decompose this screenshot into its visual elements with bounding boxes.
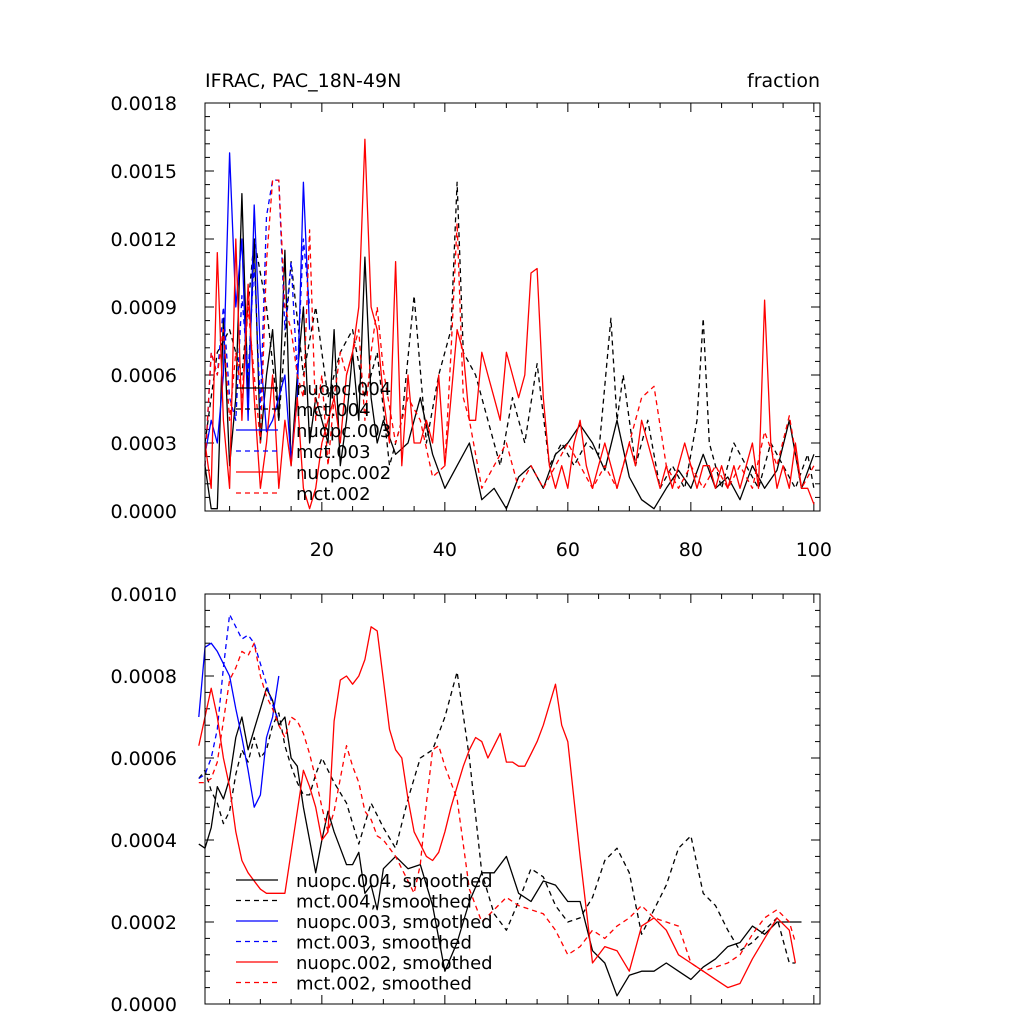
series-line-mct-002 (204, 179, 815, 489)
y-tick-label: 0.0000 (111, 501, 177, 523)
legend-label: nuopc.002 (296, 463, 391, 484)
top-series-group (204, 138, 815, 510)
x-tick-label: 20 (310, 539, 334, 561)
bottom-axis-ticks: 0.0000 0.0002 0.0004 0.0006 0.0008 0.0010 (111, 584, 820, 1016)
top-axis-ticks: 0.0000 0.0003 0.0006 0.0009 0.0012 0.0015 0.00… (111, 93, 832, 561)
legend-label: nuopc.003, smoothed (296, 912, 493, 933)
y-tick-label: 0.0006 (111, 748, 177, 770)
top-legend: nuopc.004mct.004nuopc.003mct.003nuopc.00… (236, 379, 391, 505)
y-tick-label: 0.0009 (111, 297, 177, 319)
legend-label: mct.004, smoothed (296, 892, 472, 913)
legend-label: mct.002, smoothed (296, 974, 472, 995)
y-tick-label: 0.0004 (111, 830, 177, 852)
series-line-mct-003-smoothed (198, 613, 280, 780)
bottom-panel: 0.0000 0.0002 0.0004 0.0006 0.0008 0.0010 nuo… (111, 584, 821, 1016)
series-line-nuopc-002 (204, 138, 815, 510)
legend-label: nuopc.002, smoothed (296, 953, 493, 974)
legend-label: nuopc.003 (296, 421, 391, 442)
legend-label: nuopc.004 (296, 379, 391, 400)
top-units: fraction (747, 70, 820, 92)
legend-label: nuopc.004, smoothed (296, 871, 493, 892)
y-tick-label: 0.0012 (111, 229, 177, 251)
bottom-plot-frame (204, 593, 821, 1005)
series-line-nuopc-002-smoothed (198, 626, 797, 989)
y-tick-label: 0.0018 (111, 93, 177, 115)
y-tick-label: 0.0003 (111, 433, 177, 455)
y-tick-label: 0.0000 (111, 994, 177, 1016)
series-line-mct-004-smoothed (198, 671, 796, 964)
x-tick-label: 60 (556, 539, 580, 561)
series-line-mct-002-smoothed (198, 642, 797, 972)
top-plot-frame (204, 102, 821, 512)
x-tick-label: 80 (679, 539, 703, 561)
series-line-nuopc-003-smoothed (198, 642, 280, 808)
legend-label: mct.003, smoothed (296, 933, 472, 954)
y-tick-label: 0.0010 (111, 584, 177, 606)
legend-label: mct.003 (296, 442, 371, 463)
x-tick-label: 40 (433, 539, 457, 561)
series-line-mct-003 (204, 179, 311, 466)
x-tick-label: 100 (796, 539, 832, 561)
y-tick-label: 0.0015 (111, 161, 177, 183)
series-line-mct-004 (204, 181, 815, 489)
y-tick-label: 0.0006 (111, 365, 177, 387)
y-tick-label: 0.0008 (111, 666, 177, 688)
legend-label: mct.002 (296, 484, 371, 505)
top-panel: IFRAC, PAC_18N-49N fraction 0.0000 0.0003… (111, 70, 832, 561)
series-line-nuopc-004-smoothed (198, 687, 802, 997)
legend-label: mct.004 (296, 400, 371, 421)
top-title: IFRAC, PAC_18N-49N (205, 70, 401, 92)
bottom-series-group (198, 613, 802, 997)
y-tick-label: 0.0002 (111, 912, 177, 934)
